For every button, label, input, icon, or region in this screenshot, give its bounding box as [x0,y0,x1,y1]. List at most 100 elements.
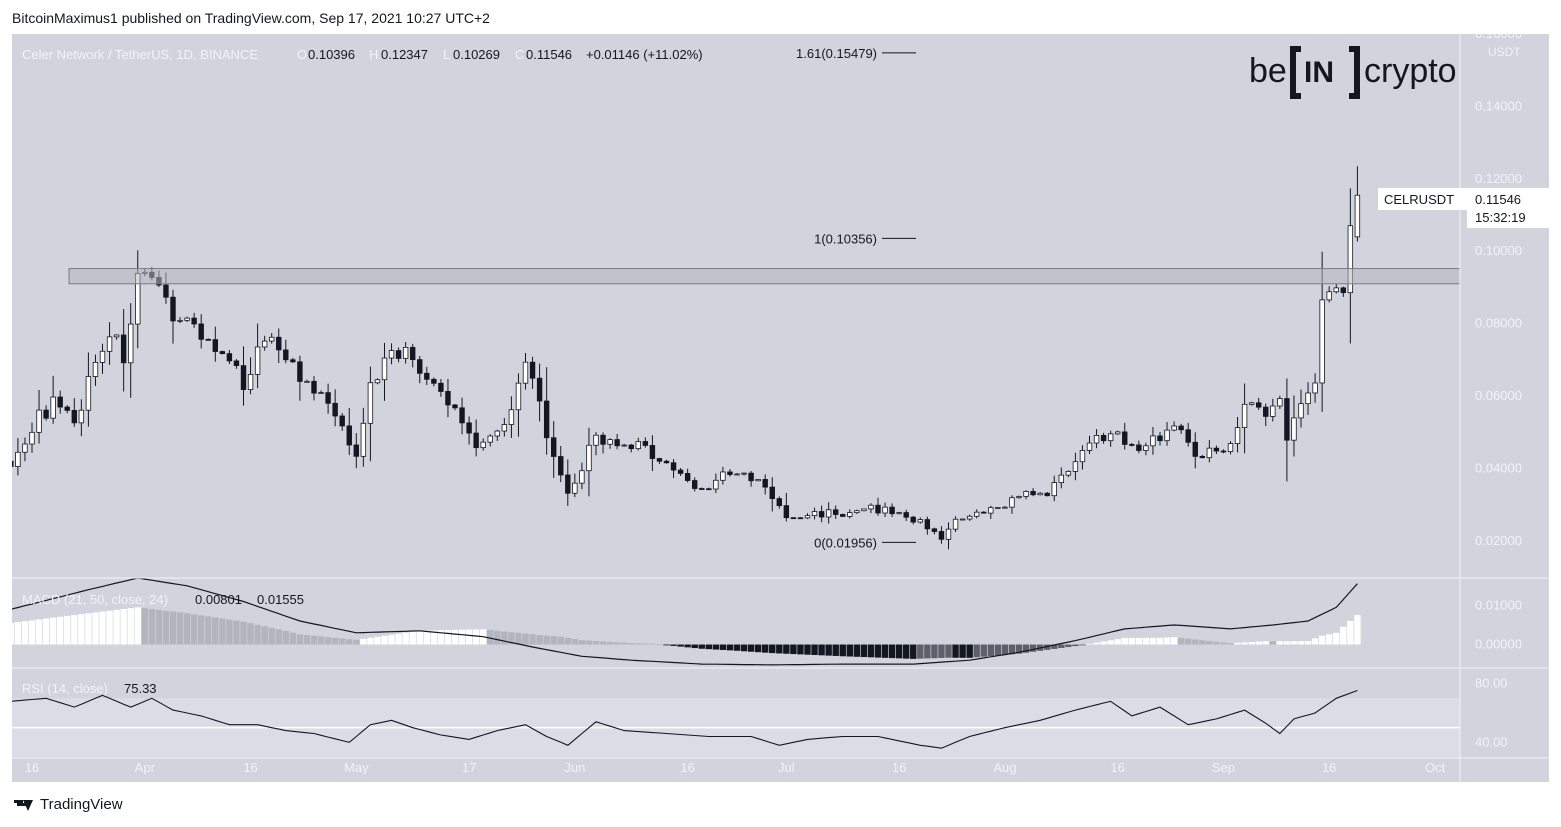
candlestick-chart[interactable]: 1.61(0.15479) 1(0.10356) 0(0.01956) 0.0100… [7,26,1549,782]
candle-up [586,444,592,472]
macd-histogram-bar [1347,620,1354,645]
macd-histogram-bar [458,629,466,645]
resistance-zone-layer [68,268,1461,285]
macd-histogram-bar [14,622,22,645]
macd-histogram-bar [1227,643,1234,645]
logo-middle: IN [1304,56,1334,89]
macd-histogram-bar [113,609,120,645]
macd-histogram-bar [888,644,896,659]
candle-down [543,400,550,439]
candle-down [663,460,670,464]
price-tag-bg [1467,188,1549,228]
candle-down [551,437,557,457]
candle-down [670,462,677,471]
candle-down [558,456,564,476]
macd-histogram-bar [508,632,515,645]
macd-histogram-bar [1135,637,1143,645]
candle-up [1277,398,1283,407]
macd-histogram-bar [881,644,889,658]
y-tick-label: 0.04000 [1475,460,1522,475]
candle-up [974,511,980,517]
candle-up [254,346,261,375]
macd-histogram-bar [754,644,762,653]
macd-histogram-bar [1142,637,1150,645]
candle-up [184,317,190,321]
macd-histogram-bar [169,611,177,645]
macd-histogram-bar [917,644,924,659]
candle-up [1016,496,1022,499]
x-tick-label: 16 [1322,760,1336,775]
macd-histogram-bar [134,607,141,645]
macd-histogram-bar [155,609,163,645]
x-tick-label: 16 [25,760,39,775]
candle-up [1171,425,1177,431]
macd-histogram-bar [522,633,529,645]
candle-up [1065,470,1072,476]
candle-down [1100,435,1107,442]
macd-histogram-bar [1044,644,1051,650]
macd-histogram-bar [740,644,748,652]
candle-up [966,515,973,520]
candle-down [466,422,472,434]
macd-y-tick-label: 0.00000 [1475,637,1522,652]
y-tick-label: 0.02000 [1475,533,1522,548]
tradingview-brand: TradingView [40,796,123,813]
tradingview-footer[interactable]: TradingView [14,796,123,813]
candle-down [840,514,846,517]
candle-down [431,378,437,384]
logo-bracket-left [1290,46,1301,99]
macd-histogram-bar [324,637,332,645]
macd-histogram-bar [726,644,734,651]
candle-down [283,349,289,361]
candle-down [473,432,479,449]
macd-histogram-bar [1065,644,1072,648]
candle-up [494,430,500,437]
macd-histogram-bar [860,644,868,658]
candle-up [99,350,106,363]
macd-histogram-bar [1234,642,1241,645]
candle-up [1227,443,1234,452]
candle-down [1185,429,1191,443]
macd-histogram-bar [592,640,600,645]
x-tick-label: May [344,760,369,775]
macd-histogram-bar [1333,632,1340,645]
candle-up [318,392,324,395]
macd-histogram-bar [162,610,170,645]
macd-histogram-bar [790,644,797,655]
candle-down [219,351,226,355]
macd-histogram-bar [543,635,550,645]
candle-down [332,402,338,417]
macd-histogram-bar [275,629,282,645]
candle-up [988,507,994,514]
macd-y-tick-label: 0.01000 [1475,597,1522,612]
macd-histogram-bar [423,630,430,645]
macd-histogram-bar [769,644,776,654]
fib-levels-layer: 1.61(0.15479) 1(0.10356) 0(0.01956) [796,46,916,550]
macd-histogram-bar [628,643,635,645]
candle-up [381,357,388,381]
candle-up [1051,482,1057,497]
y-tick-label: 0.08000 [1475,316,1522,331]
candle-up [868,504,874,510]
rsi-y-tick-label: 80.00 [1475,676,1508,691]
candle-down [903,512,909,518]
macd-histogram-bar [346,639,353,645]
macd-histogram-bar [92,612,99,645]
chart-frame[interactable]: 1.61(0.15479) 1(0.10356) 0(0.01956) 0.0100… [7,26,1549,782]
macd-histogram-bar [691,644,698,649]
macd-histogram-bar [1326,634,1333,645]
candle-up [1241,403,1248,429]
candle-up [247,374,254,390]
candle-up [1037,492,1043,496]
candle-up [825,509,832,518]
candle-up [579,470,585,484]
rsi-y-tick-label: 40.00 [1475,734,1508,749]
macd-histogram-bar [395,633,402,645]
candle-down [748,472,754,482]
macd-histogram-bar [339,638,346,645]
candle-down [226,353,233,362]
macd-histogram-bar [670,644,677,646]
macd-histogram-bar [282,631,289,645]
candle-down [339,415,345,427]
candle-up [268,336,275,342]
